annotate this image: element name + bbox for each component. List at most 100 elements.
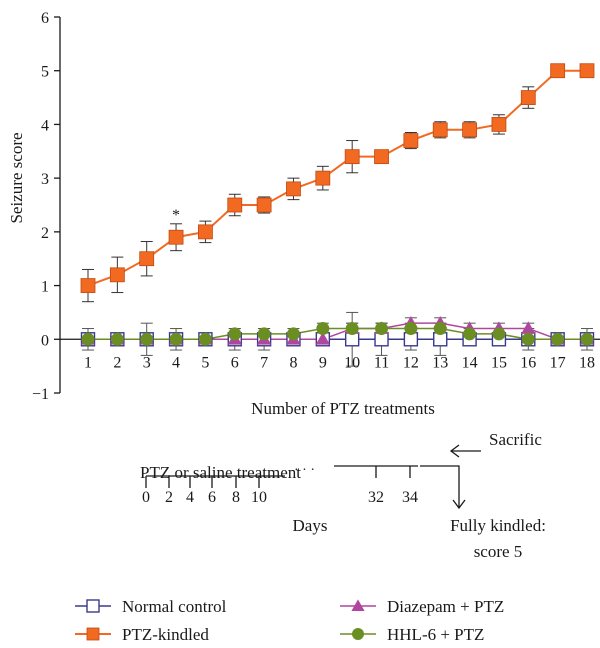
marker-ptz-kindled <box>80 278 96 293</box>
marker-ptz-kindled <box>344 149 360 165</box>
marker-hhl6 <box>463 327 477 341</box>
legend-label: PTZ-kindled <box>122 625 209 644</box>
y-tick-label: 0 <box>41 332 49 349</box>
marker-ptz-kindled <box>227 197 243 213</box>
marker-hhl6 <box>169 332 183 346</box>
marker-hhl6 <box>492 327 506 341</box>
x-tick-label: 3 <box>143 354 151 371</box>
marker-hhl6 <box>198 332 212 346</box>
fully-kindled-label: Fully kindled: <box>450 516 546 535</box>
timeline-day-label: 34 <box>402 489 418 506</box>
y-tick-label: −1 <box>32 386 49 403</box>
sacrifice-label: Sacrific <box>489 430 542 449</box>
marker-hhl6 <box>375 322 389 336</box>
marker-ptz-kindled <box>374 149 389 165</box>
y-tick-label: 5 <box>41 64 49 81</box>
series-line <box>87 69 587 287</box>
marker-hhl6 <box>286 327 300 341</box>
timeline-ticks: 0 2 4 6 8 10 32 34 <box>142 466 418 506</box>
marker-hhl6 <box>580 332 594 346</box>
marker-ptz-kindled <box>256 197 272 213</box>
marker-hhl6 <box>521 332 535 346</box>
fully-kindled-arrow <box>420 465 460 508</box>
x-tick-label: 9 <box>319 354 327 371</box>
marker-ptz-kindled <box>550 63 566 79</box>
x-tick-label: 4 <box>172 354 180 371</box>
marker-ptz-kindled <box>491 117 507 132</box>
y-tick-label: 3 <box>41 171 49 188</box>
sacrifice-arrow-head <box>449 444 460 458</box>
marker-hhl6 <box>316 322 330 336</box>
y-tick-label: 4 <box>41 117 49 134</box>
timeline-day-label: 6 <box>208 489 216 506</box>
series-markers <box>80 63 595 347</box>
marker-hhl6 <box>345 322 359 336</box>
marker-ptz-kindled <box>520 90 536 105</box>
marker-ptz-kindled <box>403 133 419 148</box>
treatment-timeline: PTZ or saline treatment · · · 0 2 4 6 8 10 32 3… <box>140 430 546 561</box>
marker-ptz-kindled <box>86 627 100 641</box>
marker-ptz-kindled <box>168 229 184 245</box>
x-tick-label: 14 <box>462 354 478 371</box>
x-tick-label: 17 <box>550 354 566 371</box>
marker-hhl6 <box>140 332 154 346</box>
marker-hhl6 <box>404 322 418 336</box>
marker-hhl6 <box>257 327 271 341</box>
marker-hhl6 <box>551 332 565 346</box>
marker-diazepam <box>315 332 330 345</box>
marker-hhl6 <box>352 628 364 640</box>
x-tick-label: 16 <box>520 354 536 371</box>
y-tick-label: 1 <box>41 279 49 296</box>
fully-kindled-score: score 5 <box>474 542 523 561</box>
timeline-day-label: 4 <box>186 489 194 506</box>
y-tick-label: 2 <box>41 225 49 242</box>
marker-hhl6 <box>228 327 242 341</box>
timeline-day-label: 10 <box>251 489 267 506</box>
days-label: Days <box>293 516 328 535</box>
marker-ptz-kindled <box>139 251 155 267</box>
x-tick-label: 2 <box>113 354 121 371</box>
marker-diazepam <box>521 321 536 334</box>
x-tick-label: 5 <box>201 354 209 371</box>
legend-label: HHL-6 + PTZ <box>387 625 484 644</box>
marker-hhl6 <box>110 332 124 346</box>
y-axis-label: Seizure score <box>7 132 26 223</box>
timeline-day-label: 2 <box>165 489 173 506</box>
significance-annotation: * <box>172 207 180 224</box>
x-tick-label: 10 <box>344 354 360 371</box>
x-tick-label: 18 <box>579 354 595 371</box>
legend-label: Normal control <box>122 597 227 616</box>
marker-hhl6 <box>81 332 95 346</box>
timeline-day-label: 8 <box>232 489 240 506</box>
marker-normal-control <box>86 599 100 613</box>
x-tick-label: 6 <box>231 354 239 371</box>
legend-label: Diazepam + PTZ <box>387 597 504 616</box>
legend: Normal control Diazepam + PTZ PTZ-kindled H… <box>75 597 504 644</box>
marker-ptz-kindled <box>462 122 477 138</box>
y-tick-label: 6 <box>41 10 49 27</box>
x-axis-label: Number of PTZ treatments <box>251 399 435 418</box>
x-tick-label: 15 <box>491 354 507 371</box>
series-lines <box>87 69 587 341</box>
timeline-label: PTZ or saline treatment <box>140 463 301 482</box>
marker-diazepam <box>351 599 365 611</box>
timeline-ellipsis: · · · <box>294 463 315 478</box>
marker-hhl6 <box>433 322 447 336</box>
x-tick-label: 13 <box>432 354 448 371</box>
fully-kindled-arrow-head <box>452 499 466 510</box>
timeline-day-label: 0 <box>142 489 150 506</box>
marker-ptz-kindled <box>109 267 125 283</box>
x-tick-label: 11 <box>374 354 389 371</box>
marker-ptz-kindled <box>198 224 213 240</box>
x-tick-label: 8 <box>289 354 297 371</box>
x-tick-label: 12 <box>403 354 419 371</box>
x-tick-labels: 1 2 3 4 5 6 7 8 9 10 11 12 13 14 15 16 17 18 <box>84 354 595 371</box>
timeline-day-label: 32 <box>368 489 384 506</box>
marker-ptz-kindled <box>315 170 331 186</box>
x-tick-label: 7 <box>260 354 268 371</box>
error-bars <box>82 66 593 367</box>
marker-ptz-kindled <box>432 122 448 138</box>
marker-ptz-kindled <box>579 63 595 79</box>
x-tick-label: 1 <box>84 354 92 371</box>
